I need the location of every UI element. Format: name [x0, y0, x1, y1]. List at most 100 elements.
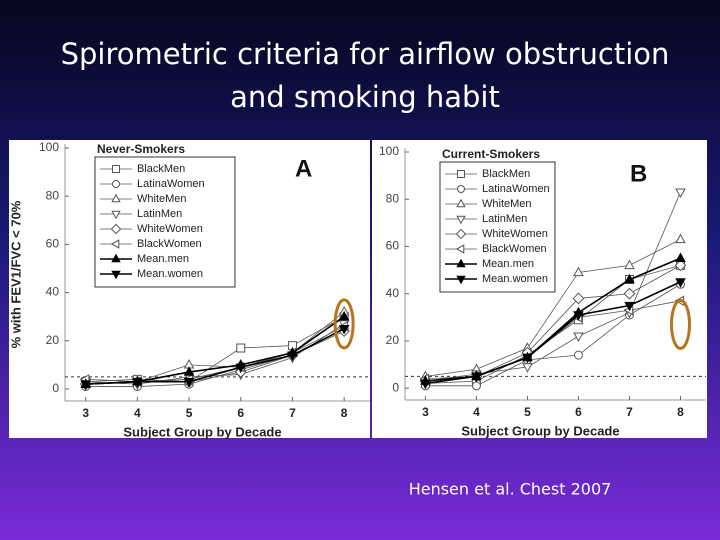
- y-tick-label: 20: [386, 333, 400, 347]
- legend-box: [439, 161, 556, 293]
- legend-label: LatinaWomen: [482, 183, 550, 195]
- data-point: [287, 351, 298, 362]
- data-point: [338, 310, 350, 321]
- y-tick-label: 20: [46, 333, 60, 347]
- legend-marker: [110, 239, 120, 249]
- series-line: [425, 239, 681, 377]
- legend-marker: [456, 215, 466, 225]
- legend-label: BlackWomen: [482, 243, 547, 255]
- legend-label: WhiteMen: [482, 198, 532, 210]
- legend-marker: [455, 228, 467, 240]
- x-tick-label: 7: [626, 405, 633, 419]
- data-point: [674, 259, 687, 272]
- x-tick-label: 7: [289, 406, 296, 420]
- series-line: [425, 191, 681, 382]
- legend-title: Current-Smokers: [442, 147, 540, 161]
- x-tick-label: 3: [82, 406, 89, 420]
- legend-marker: [111, 253, 121, 263]
- slide-title: Spirometric criteria for airflow obstruc…: [61, 37, 670, 71]
- data-point: [132, 378, 143, 388]
- series-line: [85, 323, 345, 385]
- data-point: [675, 252, 686, 262]
- legend-marker: [112, 165, 120, 173]
- legend-label: LatinaWomen: [137, 178, 205, 190]
- legend-marker: [111, 193, 121, 203]
- data-point: [573, 350, 583, 360]
- data-point: [471, 381, 481, 391]
- data-point: [338, 325, 350, 335]
- legend-marker: [456, 258, 466, 268]
- y-tick-label: 100: [379, 144, 399, 158]
- x-tick-label: 8: [341, 406, 348, 420]
- legend-marker: [110, 223, 122, 235]
- data-point: [573, 311, 584, 321]
- legend-marker: [455, 244, 465, 254]
- legend-label: LatinMen: [137, 208, 182, 220]
- data-point: [183, 378, 195, 388]
- data-point: [80, 380, 91, 390]
- panel-label: B: [630, 160, 647, 187]
- data-point: [675, 278, 686, 288]
- x-tick-label: 5: [524, 405, 531, 419]
- data-point: [624, 273, 635, 284]
- legend-label: WhiteMen: [137, 193, 187, 205]
- legend-marker: [111, 270, 121, 280]
- legend-marker: [112, 180, 121, 188]
- legend-label: WhiteWomen: [482, 228, 548, 240]
- legend-label: BlackMen: [137, 163, 185, 175]
- slide-title: and smoking habit: [230, 80, 500, 114]
- x-tick-label: 5: [186, 406, 193, 420]
- data-point: [624, 259, 635, 270]
- highlight: [669, 298, 691, 350]
- data-point: [675, 188, 686, 198]
- y-axis-label: % with FEV1/FVC < 70%: [8, 200, 23, 348]
- data-point: [572, 292, 585, 305]
- data-point: [236, 343, 246, 353]
- y-tick-label: 40: [46, 285, 60, 299]
- data-point: [183, 366, 195, 376]
- legend-marker: [457, 170, 465, 178]
- data-point: [623, 287, 636, 300]
- data-point: [624, 301, 635, 312]
- x-tick-label: 6: [575, 405, 582, 419]
- series-line: [85, 316, 345, 383]
- panel-label: A: [295, 155, 312, 182]
- data-point: [471, 372, 482, 383]
- legend-label: BlackWomen: [137, 238, 202, 250]
- series-line: [425, 283, 681, 387]
- legend-label: Mean.women: [482, 273, 548, 285]
- citation: Hensen et al. Chest 2007: [409, 480, 612, 499]
- x-tick-label: 4: [134, 406, 141, 420]
- series-line: [425, 281, 681, 385]
- x-tick-label: 4: [473, 405, 480, 419]
- x-axis-label: Subject Group by Decade: [123, 424, 281, 439]
- x-tick-label: 3: [422, 405, 429, 419]
- data-point: [235, 363, 247, 374]
- data-point: [522, 363, 533, 373]
- legend-marker: [457, 185, 466, 193]
- legend-marker: [111, 210, 121, 220]
- y-tick-label: 60: [46, 237, 60, 251]
- legend-label: Mean.men: [482, 258, 534, 270]
- series-line: [85, 325, 345, 383]
- x-tick-label: 6: [237, 406, 244, 420]
- y-tick-label: 100: [39, 140, 59, 154]
- x-tick-label: 8: [677, 405, 684, 419]
- data-point: [573, 332, 584, 343]
- legend-label: LatinMen: [482, 213, 527, 225]
- series-line: [85, 328, 345, 385]
- y-tick-label: 0: [392, 380, 399, 394]
- data-point: [522, 353, 533, 364]
- legend-marker: [456, 275, 466, 285]
- y-tick-label: 80: [386, 191, 400, 205]
- y-tick-label: 40: [386, 286, 400, 300]
- legend-label: Mean.women: [137, 268, 203, 280]
- highlight: [333, 298, 355, 350]
- legend-title: Never-Smokers: [97, 142, 185, 156]
- y-tick-label: 60: [386, 239, 400, 253]
- y-tick-label: 0: [52, 381, 59, 395]
- legend-label: BlackMen: [482, 168, 530, 180]
- legend-label: WhiteWomen: [137, 223, 203, 235]
- legend-label: Mean.men: [137, 253, 189, 265]
